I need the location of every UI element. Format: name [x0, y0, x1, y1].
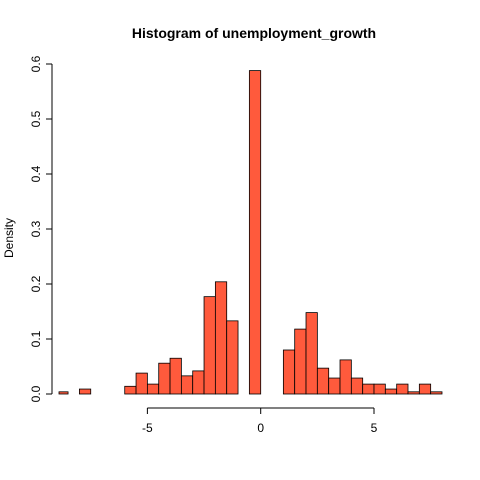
x-tick-label: -5 [142, 421, 153, 435]
histogram-bar [248, 70, 262, 395]
histogram-bar [214, 281, 228, 395]
histogram-bar [316, 367, 330, 395]
histogram-bar [135, 372, 148, 395]
histogram-bar [294, 328, 307, 395]
histogram-bar [124, 385, 137, 395]
chart-title: Histogram of unemployment_growth [132, 25, 376, 41]
histogram-bar [396, 383, 409, 395]
y-tick-label: 0.5 [29, 110, 43, 127]
histogram-bar [192, 370, 205, 395]
histogram-bar [407, 391, 420, 395]
histogram-bar [362, 383, 375, 395]
histogram-bar [339, 359, 352, 395]
y-tick-label: 0.3 [29, 220, 43, 237]
histogram-bar [146, 383, 160, 395]
histogram-bar [203, 296, 216, 395]
histogram-bar [418, 383, 432, 395]
histogram-bar [78, 388, 92, 395]
histogram-bar [282, 349, 296, 395]
histogram-bar [430, 391, 443, 395]
histogram-bar [169, 357, 182, 395]
y-tick-label: 0.1 [29, 330, 43, 347]
y-tick-label: 0.4 [29, 165, 43, 182]
y-tick-label: 0.2 [29, 275, 43, 292]
y-tick-label: 0.0 [29, 385, 43, 402]
histogram-bar [350, 377, 364, 395]
histogram-bar [373, 383, 386, 395]
x-tick-label: 0 [257, 421, 264, 435]
histogram-bar [158, 362, 171, 395]
histogram-bar [58, 391, 69, 395]
histogram-bar [305, 312, 318, 395]
histogram-bar [384, 388, 398, 395]
histogram-bar [226, 320, 239, 395]
histogram-bar [328, 377, 341, 395]
x-tick-label: 5 [371, 421, 378, 435]
histogram-bar [180, 375, 194, 395]
y-tick-label: 0.6 [29, 55, 43, 72]
x-axis: -5 0 5 [142, 407, 378, 435]
bars-group [58, 70, 443, 395]
y-axis-label: Density [2, 218, 16, 258]
y-axis: 0.0 0.1 0.2 0.3 0.4 0.5 0.6 [29, 55, 53, 402]
